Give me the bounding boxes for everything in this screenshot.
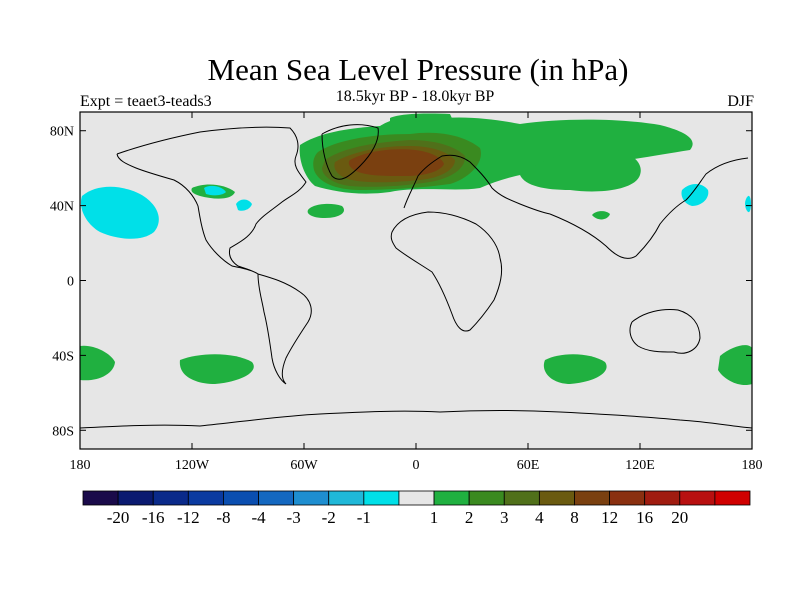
anomaly-region-east-asia: [592, 211, 610, 220]
latitude-axis: 80N 40N 0 40S 80S: [50, 125, 752, 439]
colorbar-label: 4: [535, 508, 544, 527]
lon-tick-label: 60E: [517, 458, 540, 473]
lat-tick-label: 40S: [52, 349, 74, 364]
lat-tick-label: 80S: [52, 424, 74, 439]
colorbar-swatch: [538, 490, 575, 506]
period-label: 18.5kyr BP - 18.0kyr BP: [335, 88, 495, 105]
anomaly-region-siberia: [520, 148, 641, 192]
lon-tick-label: 120E: [625, 458, 655, 473]
colorbar-label: -8: [216, 508, 230, 527]
colorbar-swatch: [679, 490, 716, 506]
colorbar-swatch: [223, 490, 259, 506]
lat-tick-label: 40N: [50, 200, 74, 215]
anomaly-region-japan: [681, 184, 709, 206]
colorbar-label: 3: [500, 508, 509, 527]
anomaly-region-tasman: [718, 345, 752, 386]
colorbar-label: -3: [287, 508, 301, 527]
lon-tick-label: 0: [413, 458, 420, 473]
colorbar-label: -20: [107, 508, 130, 527]
lon-tick-label: 120W: [175, 458, 210, 473]
colorbar-swatch: [293, 490, 330, 506]
colorbar-label: -1: [357, 508, 371, 527]
coast-greenland: [321, 124, 379, 180]
colorbar-label: 16: [636, 508, 653, 527]
colorbar-swatch: [609, 490, 646, 506]
colorbar-label: 8: [570, 508, 579, 527]
colorbar-label: -4: [251, 508, 266, 527]
colorbar-label: 12: [601, 508, 618, 527]
coast-australia: [629, 309, 701, 354]
anomaly-region-pacific-edge: [745, 195, 751, 213]
colorbar-swatch: [152, 490, 189, 506]
colorbar-label: -16: [142, 508, 165, 527]
colorbar-label: 2: [465, 508, 474, 527]
colorbar-swatch: [503, 490, 540, 506]
colorbar-swatch: [117, 490, 154, 506]
coast-north-america: [116, 126, 307, 275]
colorbar-label: -12: [177, 508, 200, 527]
anomaly-region-north-atlantic-west: [204, 185, 226, 196]
lat-tick-label: 80N: [50, 125, 74, 140]
colorbar-swatch: [398, 490, 435, 506]
colorbar-label: -2: [322, 508, 336, 527]
experiment-label: Expt = teaet3-teads3: [80, 93, 212, 110]
anomaly-region-north-pacific: [80, 186, 159, 239]
anomaly-level-8-12: [348, 149, 444, 176]
colorbar-label: 20: [671, 508, 688, 527]
lon-tick-label: 60W: [290, 458, 318, 473]
anomaly-region-mid-atlantic: [307, 203, 345, 218]
coastlines: [80, 124, 752, 429]
colorbar-swatch: [433, 490, 470, 506]
colorbar-swatch: [187, 490, 224, 506]
colorbar-swatch: [258, 490, 295, 506]
colorbar-swatch: [82, 490, 119, 506]
coast-antarctica: [80, 410, 752, 429]
coast-south-america: [257, 273, 312, 385]
colorbar-swatch: [574, 490, 610, 506]
coast-europe: [403, 154, 551, 215]
lat-tick-label: 0: [67, 275, 74, 290]
anomaly-region-indian-ocean: [543, 354, 607, 384]
anomaly-region-top-strip: [390, 113, 455, 127]
lon-tick-label: 180: [742, 458, 763, 473]
anomaly-region-hudson: [236, 199, 252, 211]
coast-africa: [390, 211, 503, 332]
anomaly-region-south-pacific: [80, 345, 115, 381]
longitude-axis: 180 120W 60W 0 60E 120E 180: [70, 112, 763, 473]
anomaly-fields: [80, 113, 752, 386]
coast-asia: [549, 157, 749, 259]
colorbar-swatch: [644, 490, 681, 506]
colorbar-swatch: [714, 490, 751, 506]
colorbar-swatch: [363, 490, 400, 506]
season-label: DJF: [727, 93, 754, 110]
lon-tick-label: 180: [70, 458, 91, 473]
map-title: Mean Sea Level Pressure (in hPa): [207, 52, 629, 87]
colorbar-swatch: [328, 490, 365, 506]
colorbar-label: 1: [430, 508, 439, 527]
colorbar-swatch: [468, 490, 505, 506]
colorbar: -20 -16 -12 -8 -4 -3 -2 -1 1 2 3 4 8 12 16 20: [82, 490, 751, 527]
anomaly-region-south-atlantic: [179, 354, 254, 384]
